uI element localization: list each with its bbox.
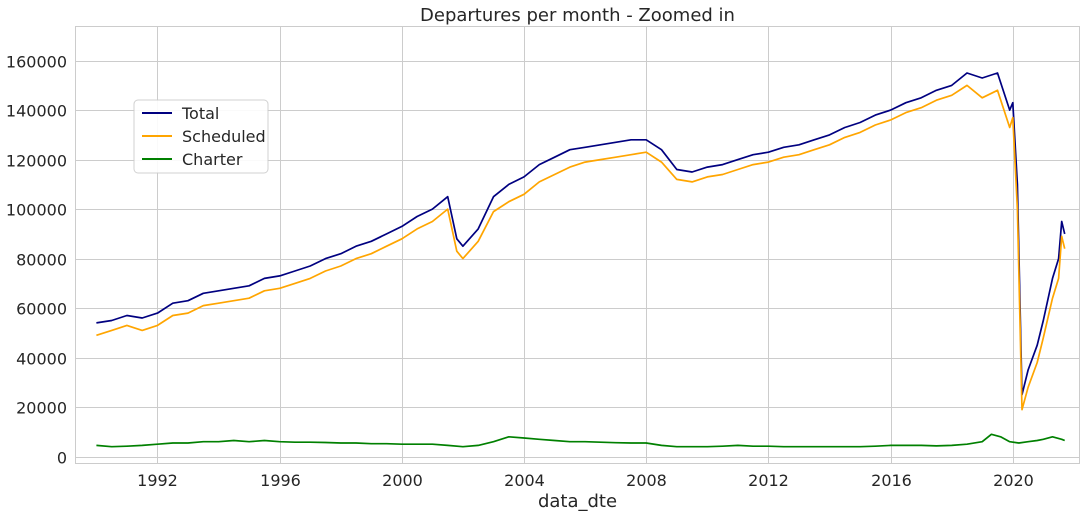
series-line-charter <box>96 433 1066 448</box>
x-tick-label: 2012 <box>748 471 789 490</box>
series-line-total <box>96 72 1066 396</box>
legend-label-charter: Charter <box>182 150 243 169</box>
x-tick-label: 2000 <box>382 471 423 490</box>
x-axis-label: data_dte <box>538 491 617 512</box>
x-tick-label: 1996 <box>260 471 301 490</box>
y-tick-label: 40000 <box>16 350 67 369</box>
legend: Total Scheduled Charter <box>133 99 269 174</box>
tick-labels: 0 20000 40000 60000 80000 100000 120000 140000 1… <box>6 53 1034 491</box>
y-tick-label: 120000 <box>6 152 67 171</box>
x-tick-label: 2020 <box>993 471 1034 490</box>
x-tick-label: 2004 <box>504 471 545 490</box>
y-tick-label: 0 <box>57 449 67 468</box>
chart-title: Departures per month - Zoomed in <box>420 5 735 26</box>
legend-box <box>133 99 269 174</box>
series-line-scheduled <box>96 84 1066 411</box>
plot-frame <box>75 26 1080 464</box>
y-tick-label: 140000 <box>6 102 67 121</box>
x-tick-label: 2008 <box>626 471 667 490</box>
y-tick-label: 20000 <box>16 399 67 418</box>
x-tick-label: 2016 <box>871 471 912 490</box>
x-tick-label: 1992 <box>137 471 178 490</box>
y-tick-label: 60000 <box>16 300 67 319</box>
y-tick-label: 80000 <box>16 251 67 270</box>
legend-label-scheduled: Scheduled <box>182 127 266 146</box>
y-tick-label: 100000 <box>6 201 67 220</box>
legend-label-total: Total <box>181 104 219 123</box>
grid <box>75 26 1080 464</box>
series-group <box>96 72 1066 448</box>
y-tick-label: 160000 <box>6 53 67 72</box>
